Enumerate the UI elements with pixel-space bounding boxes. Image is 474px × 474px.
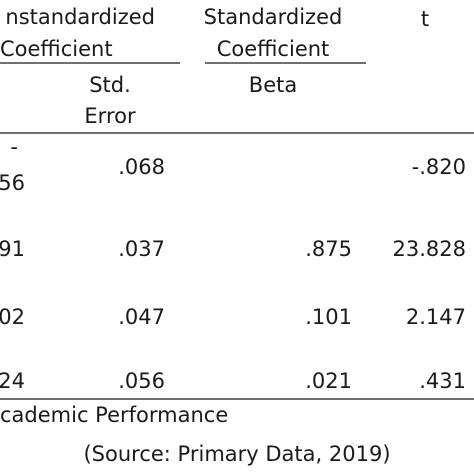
footer: (Source: Primary Data, 2019) xyxy=(83,442,390,466)
cell: -.820 xyxy=(412,155,466,179)
cell: 02 xyxy=(0,305,25,329)
cell: 23.828 xyxy=(393,237,466,261)
cell: 2.147 xyxy=(406,305,466,329)
cell: .021 xyxy=(305,369,352,393)
cell: - xyxy=(10,135,18,159)
cell: .875 xyxy=(305,237,352,261)
header: nstandardized xyxy=(5,5,155,29)
cell: 56 xyxy=(0,171,25,195)
footer: cademic Performance xyxy=(0,403,228,427)
cell: .431 xyxy=(419,369,466,393)
header: Beta xyxy=(249,73,297,97)
header: Standardized xyxy=(204,5,343,29)
header: Coefficient xyxy=(0,37,113,61)
header: Coefficient xyxy=(217,37,330,61)
header: Std. xyxy=(89,73,131,97)
cell: .037 xyxy=(118,237,165,261)
cell: .068 xyxy=(118,155,165,179)
cell: 91 xyxy=(0,237,25,261)
cell: 24 xyxy=(0,369,25,393)
header: t xyxy=(421,7,429,31)
cell: .101 xyxy=(305,305,352,329)
cell: .056 xyxy=(118,369,165,393)
header: Error xyxy=(84,104,136,128)
cell: .047 xyxy=(118,305,165,329)
